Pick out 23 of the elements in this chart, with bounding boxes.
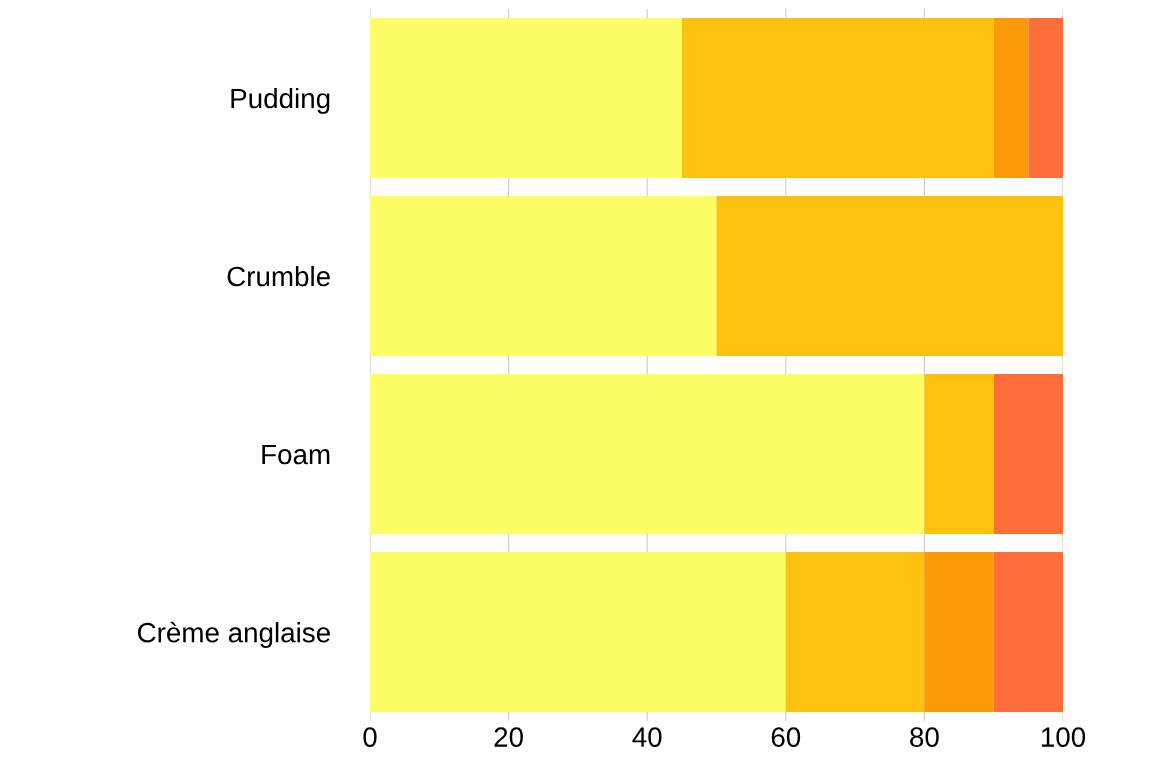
bar: [924, 373, 994, 535]
y-tick-label: Foam: [262, 444, 330, 465]
bar: [993, 551, 1063, 713]
bar: [1028, 17, 1063, 179]
bar: [716, 195, 1063, 357]
bar: [993, 17, 1029, 179]
x-tick-label: 0: [363, 727, 377, 747]
bar: [924, 551, 994, 713]
bar: [370, 17, 682, 179]
bar: [370, 551, 786, 713]
bar: [370, 195, 717, 357]
x-tick-label: 60: [771, 727, 801, 747]
x-tick-label: 80: [910, 727, 939, 747]
x-tick-label: 40: [632, 727, 662, 747]
bar: [681, 17, 994, 179]
x-tick-label: 20: [494, 727, 523, 747]
x-tick-label: 100: [1041, 727, 1086, 747]
y-tick-label: Crumble: [227, 265, 330, 287]
y-tick-label: Crème anglaise: [137, 621, 330, 648]
bar: [785, 551, 925, 713]
y-tick-label: Pudding: [231, 87, 330, 114]
bar: [993, 373, 1063, 535]
bar: [370, 373, 925, 535]
